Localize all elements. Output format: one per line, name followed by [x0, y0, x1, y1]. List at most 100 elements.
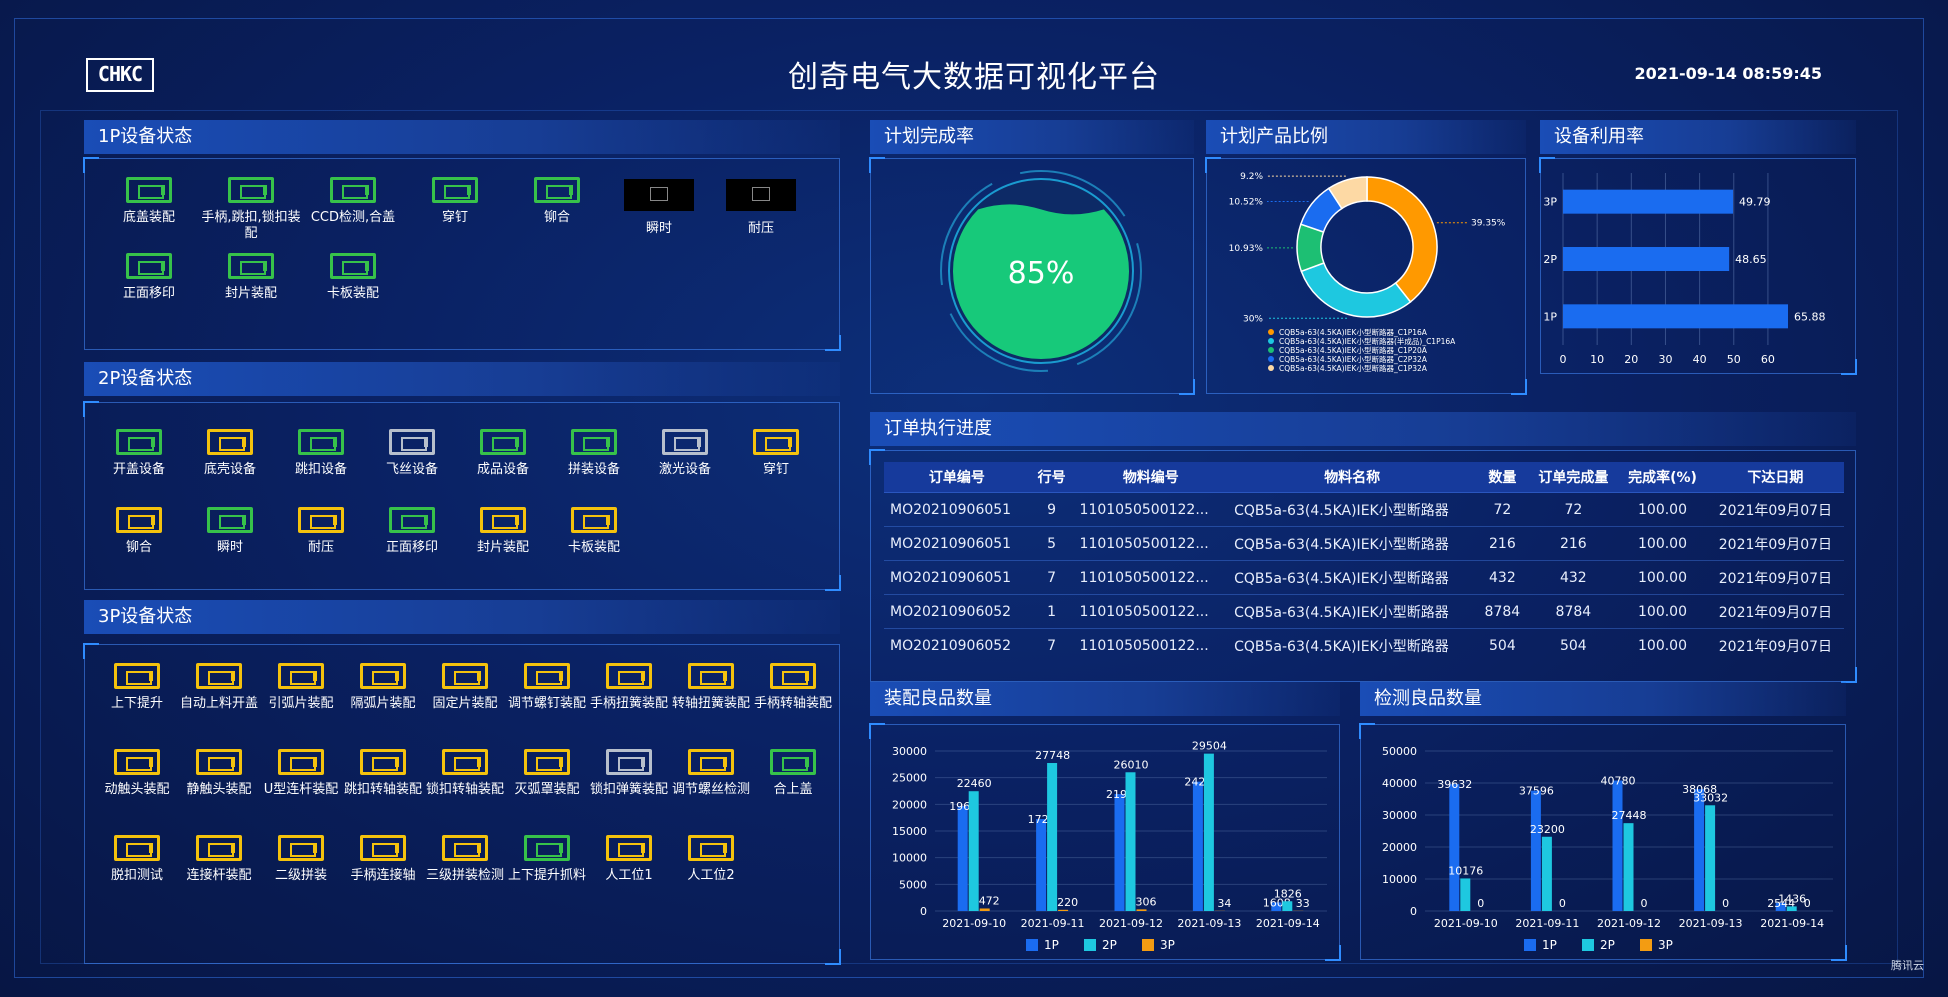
device-status-item[interactable]: 三级拼装检测 [415, 835, 515, 884]
x-category-label: 2021-09-11 [1021, 917, 1085, 930]
orders-column-header[interactable]: 物料名称 [1228, 462, 1477, 493]
y-category-label: 3P [1543, 196, 1557, 209]
table-row[interactable]: MO20210906051 5 1101050500122... CQB5a-63(4… [884, 526, 1844, 561]
x-tick-label: 30 [1658, 353, 1672, 366]
device-status-item[interactable]: 手柄,跳扣,锁扣装配 [201, 177, 301, 242]
device-status-item[interactable]: 瞬时 [609, 177, 709, 237]
device-status-item[interactable]: 锁扣转轴装配 [415, 749, 515, 798]
table-row[interactable]: MO20210906051 9 1101050500122... CQB5a-63(4… [884, 492, 1844, 527]
table-cell: 72 [1528, 492, 1619, 527]
device-status-item[interactable]: 动触头装配 [87, 749, 187, 798]
y-tick-label: 20000 [1382, 841, 1417, 854]
device-status-item[interactable]: 人工位1 [579, 835, 679, 884]
device-status-item[interactable]: 合上盖 [743, 749, 843, 798]
device-green-icon [228, 253, 274, 279]
legend-marker [1268, 356, 1274, 362]
device-status-item[interactable]: 拼装设备 [544, 429, 644, 478]
device-green-icon [298, 429, 344, 455]
device-status-item[interactable]: 隔弧片装配 [333, 663, 433, 712]
x-category-label: 2021-09-13 [1679, 917, 1743, 930]
bar-1P [957, 806, 968, 911]
device-status-item[interactable]: 跳扣转轴装配 [333, 749, 433, 798]
device-status-item[interactable]: 连接杆装配 [169, 835, 269, 884]
device-status-item[interactable]: 跳扣设备 [271, 429, 371, 478]
table-cell: 1101050500122... [1073, 526, 1229, 561]
device-status-item[interactable]: 调节螺丝检测 [661, 749, 761, 798]
device-status-item[interactable]: 二级拼装 [251, 835, 351, 884]
device-status-item[interactable]: 固定片装配 [415, 663, 515, 712]
device-status-item[interactable]: 脱扣测试 [87, 835, 187, 884]
table-row[interactable]: MO20210906052 7 1101050500122... CQB5a-63(4… [884, 628, 1844, 662]
device-status-item[interactable]: 耐压 [711, 177, 811, 237]
device-status-item[interactable]: 灭弧罩装配 [497, 749, 597, 798]
device-label: 耐压 [307, 540, 334, 555]
device-status-item[interactable]: 穿钉 [726, 429, 826, 478]
device-status-item[interactable]: 成品设备 [453, 429, 553, 478]
device-status-item[interactable]: 手柄扭簧装配 [579, 663, 679, 712]
bar-value-label: 27448 [1612, 809, 1647, 822]
donut-value-label: 10.93% [1229, 244, 1264, 254]
device-yellow-icon [278, 749, 324, 775]
x-category-label: 2021-09-14 [1256, 917, 1320, 930]
bar-1P [1530, 790, 1541, 911]
bar-2P [1623, 823, 1634, 911]
table-cell: CQB5a-63(4.5KA)IEK小型断路器 [1228, 628, 1477, 662]
y-tick-label: 25000 [892, 772, 927, 785]
panel-title-1p: 1P设备状态 [84, 120, 840, 154]
orders-column-header[interactable]: 订单完成量 [1528, 462, 1619, 493]
bar-value-label: 0 [1477, 897, 1484, 910]
orders-column-header[interactable]: 下达日期 [1706, 462, 1844, 493]
panel-product-ratio: 39.35% 30% 10.93% 10.52% 9.2% CQB5a-63(4.5KA)… [1205, 157, 1527, 395]
device-status-item[interactable]: 锁扣弹簧装配 [579, 749, 679, 798]
device-status-item[interactable]: 铆合 [89, 507, 189, 556]
device-status-item[interactable]: 铆合 [507, 177, 607, 226]
device-status-item[interactable]: 底盖装配 [99, 177, 199, 226]
device-status-item[interactable]: 瞬时 [180, 507, 280, 556]
device-green-icon [770, 749, 816, 775]
bar-1P [1449, 784, 1460, 911]
device-status-item[interactable]: 手柄转轴装配 [743, 663, 843, 712]
orders-column-header[interactable]: 物料编号 [1073, 462, 1229, 493]
device-status-item[interactable]: U型连杆装配 [251, 749, 351, 798]
device-status-item[interactable]: 激光设备 [635, 429, 735, 478]
device-status-item[interactable]: 人工位2 [661, 835, 761, 884]
device-status-item[interactable]: 耐压 [271, 507, 371, 556]
device-yellow-icon [571, 507, 617, 533]
device-status-item[interactable]: 引弧片装配 [251, 663, 351, 712]
bar-1P [1775, 902, 1786, 911]
device-status-item[interactable]: 封片装配 [453, 507, 553, 556]
orders-column-header[interactable]: 完成率(%) [1618, 462, 1707, 493]
device-gray-icon [662, 429, 708, 455]
device-status-item[interactable]: 封片装配 [201, 253, 301, 302]
device-status-item[interactable]: 卡板装配 [544, 507, 644, 556]
bar-value-label: 40780 [1601, 775, 1636, 788]
device-status-item[interactable]: 底壳设备 [180, 429, 280, 478]
device-status-item[interactable]: 手柄连接轴 [333, 835, 433, 884]
device-status-item[interactable]: 调节螺钉装配 [497, 663, 597, 712]
device-status-item[interactable]: 卡板装配 [303, 253, 403, 302]
table-cell: 100.00 [1618, 492, 1707, 527]
bar-value-label: 1436 [1778, 892, 1806, 905]
device-status-item[interactable]: 开盖设备 [89, 429, 189, 478]
table-row[interactable]: MO20210906051 7 1101050500122... CQB5a-63(4… [884, 560, 1844, 595]
y-tick-label: 0 [1410, 905, 1417, 918]
device-status-item[interactable]: 穿钉 [405, 177, 505, 226]
device-status-item[interactable]: 正面移印 [362, 507, 462, 556]
orders-column-header[interactable]: 数量 [1476, 462, 1529, 493]
device-label: 底壳设备 [203, 462, 256, 477]
x-tick-label: 20 [1624, 353, 1638, 366]
device-status-item[interactable]: 自动上料开盖 [169, 663, 269, 712]
bar-value-label: 34 [1217, 897, 1231, 910]
device-green-icon [571, 429, 617, 455]
table-cell: 8784 [1476, 594, 1529, 629]
orders-column-header[interactable]: 订单编号 [884, 462, 1030, 493]
device-status-item[interactable]: CCD检测,合盖 [303, 177, 403, 226]
table-row[interactable]: MO20210906052 1 1101050500122... CQB5a-63(4… [884, 594, 1844, 629]
device-status-item[interactable]: 飞丝设备 [362, 429, 462, 478]
device-status-item[interactable]: 上下提升抓料 [497, 835, 597, 884]
orders-column-header[interactable]: 行号 [1029, 462, 1074, 493]
device-status-item[interactable]: 上下提升 [87, 663, 187, 712]
device-status-item[interactable]: 正面移印 [99, 253, 199, 302]
device-status-item[interactable]: 转轴扭簧装配 [661, 663, 761, 712]
device-status-item[interactable]: 静触头装配 [169, 749, 269, 798]
